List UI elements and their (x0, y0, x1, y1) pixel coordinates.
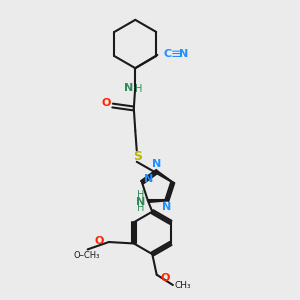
Text: N: N (162, 202, 171, 212)
Text: H: H (137, 190, 144, 200)
Text: H: H (135, 84, 142, 94)
Text: N: N (178, 49, 188, 59)
Text: N: N (124, 83, 134, 93)
Text: O–CH₃: O–CH₃ (74, 251, 100, 260)
Text: ≡: ≡ (170, 47, 181, 61)
Text: N: N (136, 197, 145, 207)
Text: N: N (144, 174, 153, 184)
Text: N: N (152, 159, 162, 170)
Text: H: H (137, 203, 144, 213)
Text: O: O (101, 98, 111, 108)
Text: S: S (133, 150, 142, 163)
Text: C: C (164, 49, 172, 59)
Text: O: O (160, 273, 170, 283)
Text: CH₃: CH₃ (175, 281, 191, 290)
Text: O: O (95, 236, 104, 245)
